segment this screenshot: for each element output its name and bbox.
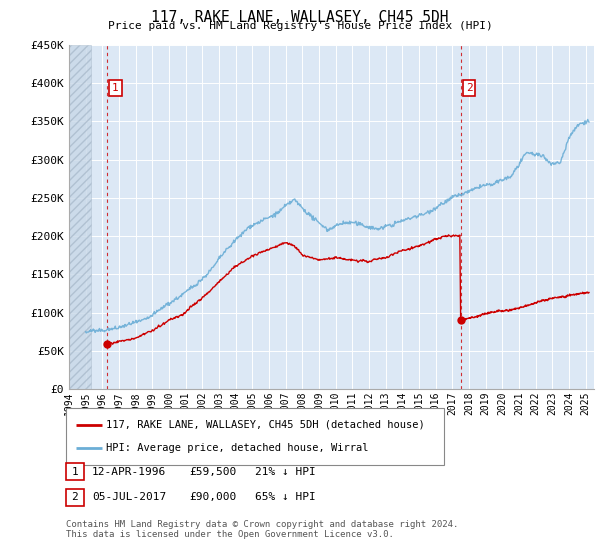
Text: £90,000: £90,000 xyxy=(189,492,236,502)
Text: 21% ↓ HPI: 21% ↓ HPI xyxy=(255,466,316,477)
Text: 12-APR-1996: 12-APR-1996 xyxy=(92,466,166,477)
Text: 65% ↓ HPI: 65% ↓ HPI xyxy=(255,492,316,502)
Text: 1: 1 xyxy=(112,83,119,93)
Text: Price paid vs. HM Land Registry's House Price Index (HPI): Price paid vs. HM Land Registry's House … xyxy=(107,21,493,31)
Text: £59,500: £59,500 xyxy=(189,466,236,477)
Text: 05-JUL-2017: 05-JUL-2017 xyxy=(92,492,166,502)
Text: HPI: Average price, detached house, Wirral: HPI: Average price, detached house, Wirr… xyxy=(106,442,368,452)
Text: 117, RAKE LANE, WALLASEY, CH45 5DH: 117, RAKE LANE, WALLASEY, CH45 5DH xyxy=(151,10,449,25)
Text: 1: 1 xyxy=(71,466,79,477)
Text: 117, RAKE LANE, WALLASEY, CH45 5DH (detached house): 117, RAKE LANE, WALLASEY, CH45 5DH (deta… xyxy=(106,420,425,430)
Text: 2: 2 xyxy=(71,492,79,502)
Text: 2: 2 xyxy=(466,83,472,93)
Bar xyxy=(69,45,91,389)
Text: Contains HM Land Registry data © Crown copyright and database right 2024.
This d: Contains HM Land Registry data © Crown c… xyxy=(66,520,458,539)
